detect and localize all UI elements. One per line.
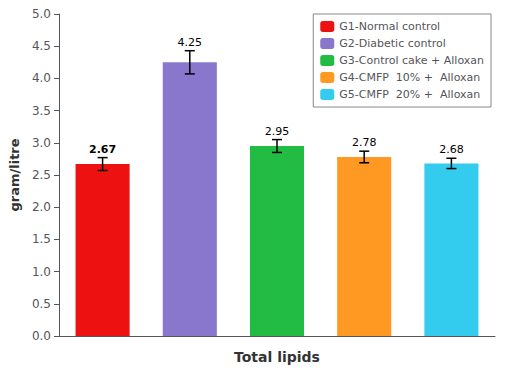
svg-text:4.0: 4.0	[32, 71, 51, 85]
svg-text:3.0: 3.0	[32, 136, 51, 150]
svg-text:G3-Control cake + Alloxan: G3-Control cake + Alloxan	[339, 54, 484, 67]
svg-text:0.5: 0.5	[32, 297, 51, 311]
svg-text:1.5: 1.5	[32, 232, 51, 246]
svg-text:Total lipids: Total lipids	[234, 349, 320, 365]
svg-text:4.25: 4.25	[178, 36, 203, 49]
svg-text:2.0: 2.0	[32, 200, 51, 214]
svg-text:G2-Diabetic control: G2-Diabetic control	[339, 37, 446, 50]
svg-text:gram/litre: gram/litre	[7, 138, 22, 211]
svg-text:G1-Normal control: G1-Normal control	[339, 20, 440, 33]
svg-text:2.95: 2.95	[265, 125, 290, 138]
svg-text:0.0: 0.0	[32, 329, 51, 343]
svg-text:3.5: 3.5	[32, 104, 51, 118]
svg-text:2.78: 2.78	[352, 136, 377, 149]
svg-text:5.0: 5.0	[32, 7, 51, 21]
svg-text:2.5: 2.5	[32, 168, 51, 182]
svg-text:4.5: 4.5	[32, 39, 51, 53]
svg-text:2.67: 2.67	[89, 143, 116, 156]
svg-text:G5-CMFP 20% + Alloxan: G5-CMFP 20% + Alloxan	[339, 88, 480, 101]
svg-text:2.68: 2.68	[439, 143, 464, 156]
svg-text:1.0: 1.0	[32, 265, 51, 279]
svg-text:G4-CMFP 10% + Alloxan: G4-CMFP 10% + Alloxan	[339, 71, 480, 84]
